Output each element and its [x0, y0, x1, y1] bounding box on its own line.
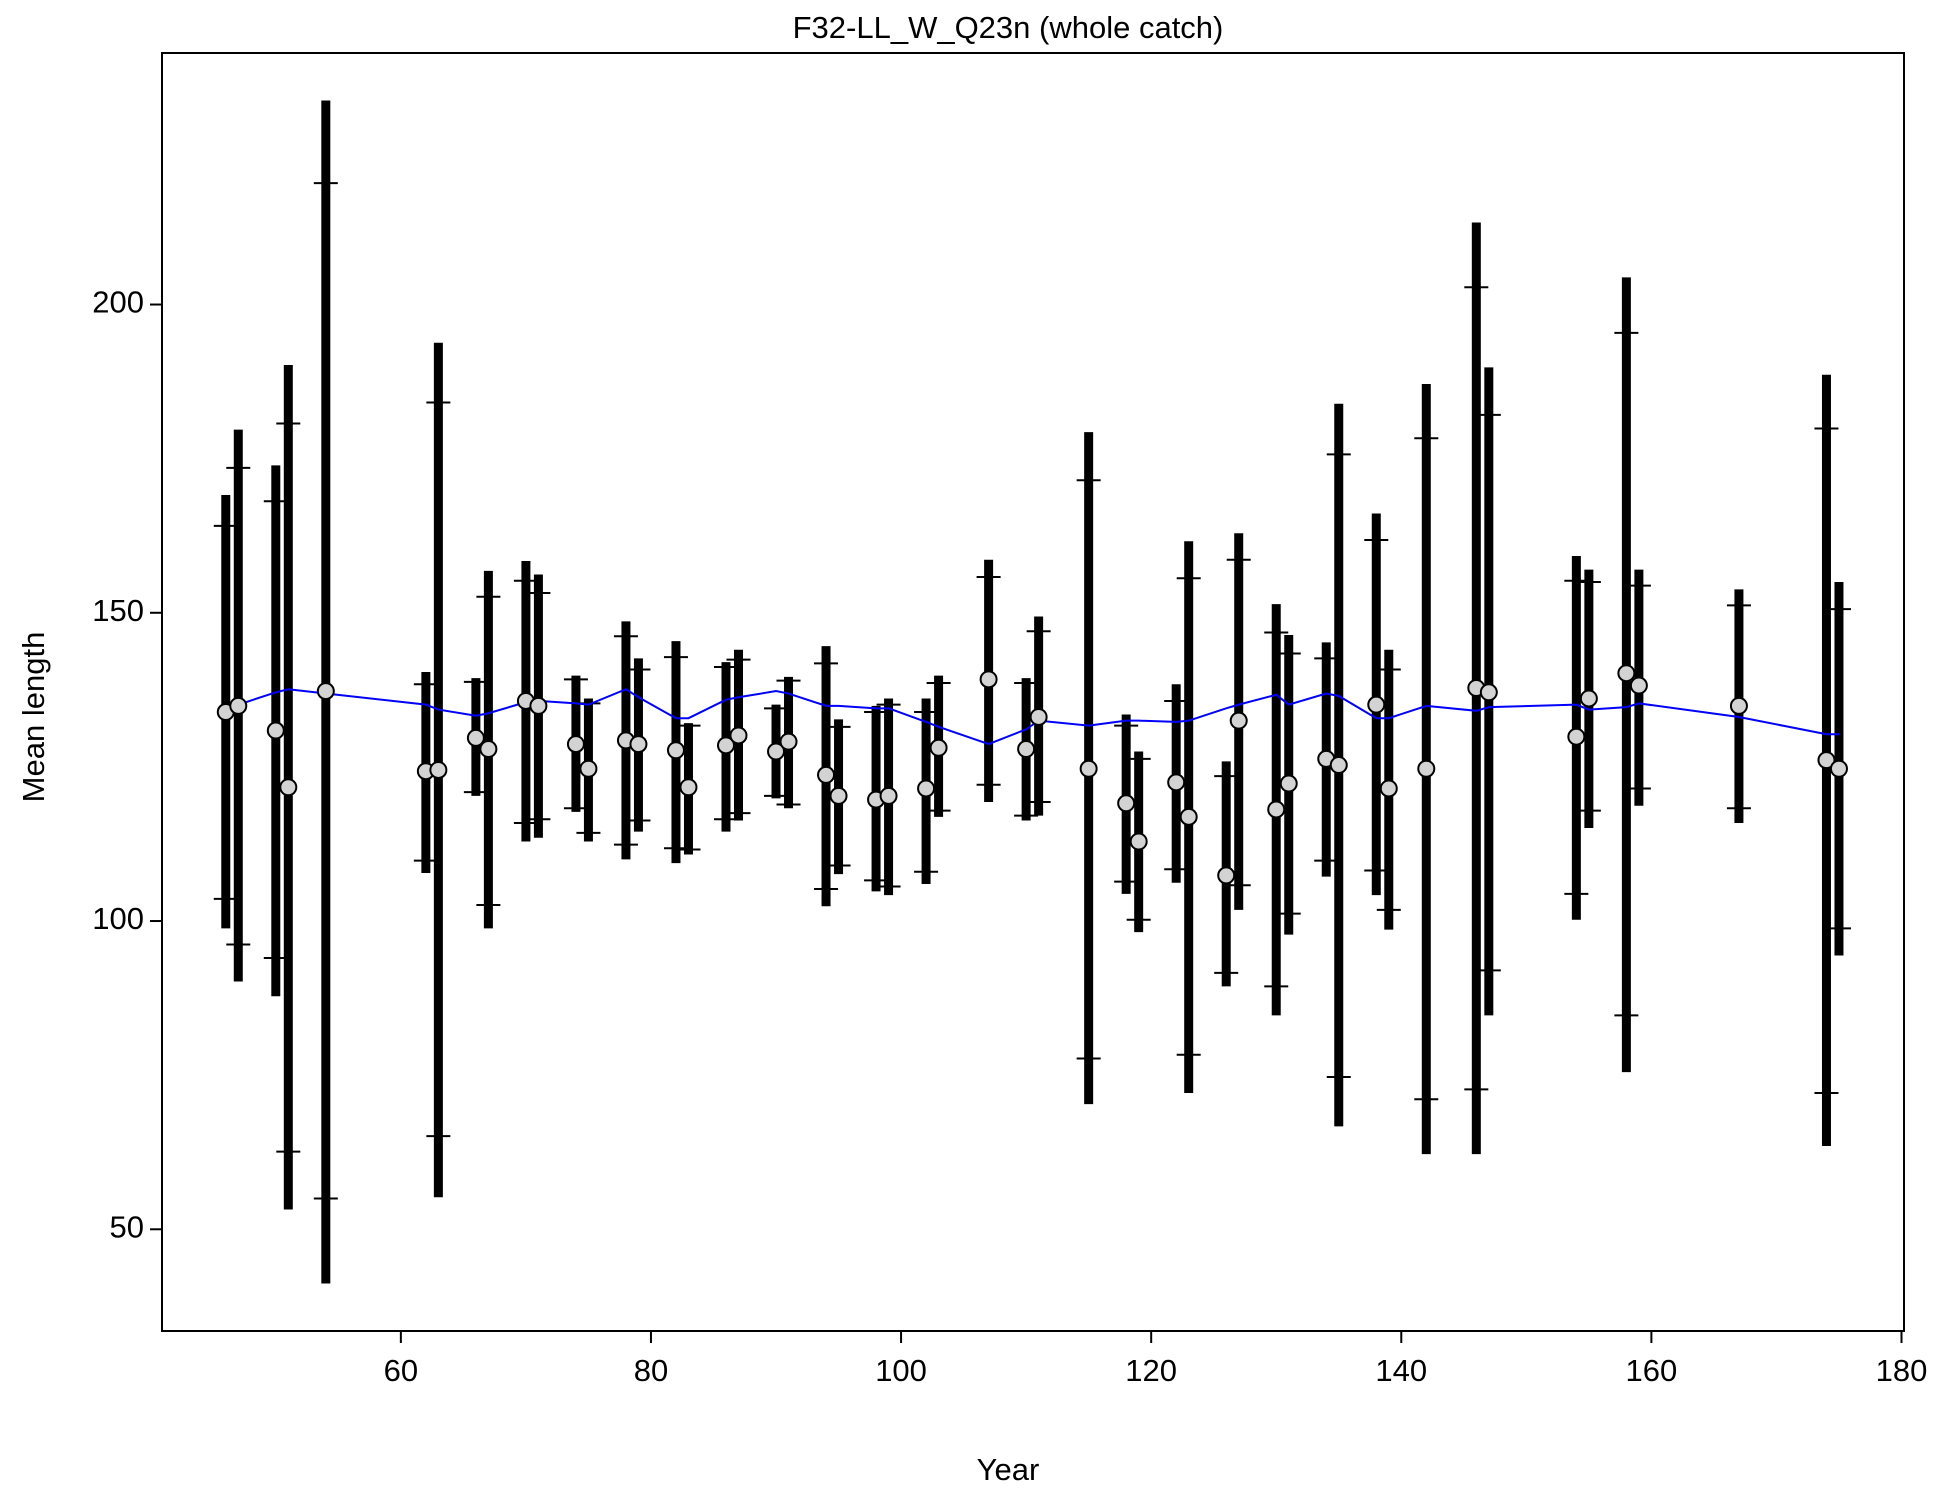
- plot-frame: [161, 52, 1905, 1332]
- observed-point: [716, 736, 735, 755]
- observed-point: [679, 778, 698, 797]
- observed-point: [666, 741, 685, 760]
- observed-point: [1729, 696, 1748, 715]
- observed-point: [1229, 711, 1248, 730]
- observed-point: [1117, 794, 1136, 813]
- observed-point: [1279, 774, 1298, 793]
- observed-point: [917, 779, 936, 798]
- observed-point: [266, 721, 285, 740]
- observed-point: [1217, 866, 1236, 885]
- observed-point: [1479, 683, 1498, 702]
- observed-point: [979, 670, 998, 689]
- x-tick-label: 60: [384, 1353, 418, 1388]
- observed-point: [479, 740, 498, 759]
- observed-point: [1817, 751, 1836, 770]
- x-tick-label: 120: [1125, 1353, 1177, 1388]
- observed-point: [1579, 689, 1598, 708]
- y-tick-label: 200: [92, 285, 144, 320]
- observed-point: [566, 735, 585, 754]
- observed-point: [629, 735, 648, 754]
- observed-point: [466, 728, 485, 747]
- observed-point: [1129, 832, 1148, 851]
- x-axis-label: Year: [977, 1452, 1040, 1487]
- x-tick-label: 140: [1375, 1353, 1427, 1388]
- observed-point: [879, 786, 898, 805]
- observed-point: [829, 786, 848, 805]
- observed-point: [529, 696, 548, 715]
- observed-point: [1017, 740, 1036, 759]
- observed-point: [729, 726, 748, 745]
- observed-point: [1267, 800, 1286, 819]
- observed-point: [1629, 676, 1648, 695]
- expected-line: [225, 688, 1839, 746]
- observed-point: [779, 732, 798, 751]
- x-tick-label: 80: [634, 1353, 668, 1388]
- observed-point: [579, 759, 598, 778]
- observed-point: [316, 682, 335, 701]
- observed-point: [1567, 727, 1586, 746]
- y-tick-label: 150: [92, 593, 144, 628]
- y-tick-label: 100: [92, 901, 144, 936]
- observed-point: [1829, 759, 1848, 778]
- observed-point: [929, 738, 948, 757]
- observed-point: [1029, 707, 1048, 726]
- x-tick-label: 160: [1626, 1353, 1678, 1388]
- y-axis-label: Mean length: [16, 632, 51, 803]
- observed-point: [1167, 773, 1186, 792]
- observed-point: [1379, 779, 1398, 798]
- observed-point: [1079, 759, 1098, 778]
- observed-point: [1617, 664, 1636, 683]
- chart-title: F32-LL_W_Q23n (whole catch): [793, 10, 1224, 45]
- observed-point: [767, 742, 786, 761]
- x-tick-label: 180: [1876, 1353, 1928, 1388]
- observed-point: [1417, 759, 1436, 778]
- observed-point: [429, 760, 448, 779]
- y-tick-label: 50: [110, 1209, 144, 1244]
- observed-point: [1367, 695, 1386, 714]
- observed-point: [817, 765, 836, 784]
- observed-point: [1179, 807, 1198, 826]
- observed-point: [229, 696, 248, 715]
- observed-point: [279, 778, 298, 797]
- observed-point: [1329, 756, 1348, 775]
- x-tick-label: 100: [875, 1353, 927, 1388]
